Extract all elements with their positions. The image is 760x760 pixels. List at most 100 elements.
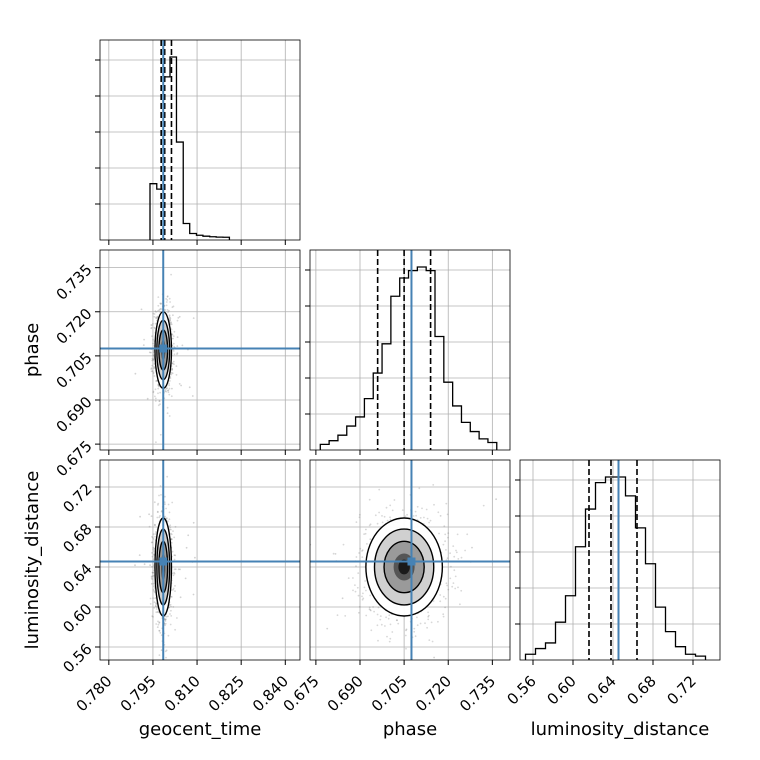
panel-luminosity_distance-vs-luminosity_distance: 0.56 0.60 0.64 0.68 0.72: [503, 459, 721, 708]
scatter-point: [176, 345, 179, 347]
x-tick-label: 0.705: [368, 672, 411, 715]
scatter-point: [168, 382, 170, 385]
scatter-point: [171, 538, 173, 541]
scatter-point: [157, 623, 160, 626]
x-tick-label: 0.810: [161, 672, 204, 715]
scatter-point: [172, 314, 174, 317]
scatter-point: [444, 533, 447, 536]
scatter-point: [438, 532, 440, 535]
grid-lines: [100, 250, 300, 450]
scatter-point: [151, 555, 154, 558]
scatter-point: [428, 639, 431, 641]
scatter-point: [166, 406, 169, 409]
scatter-point: [427, 615, 430, 618]
scatter-point: [140, 308, 143, 311]
scatter-point: [364, 532, 367, 535]
scatter-point: [357, 594, 360, 597]
scatter-point: [146, 397, 149, 400]
scatter-point: [154, 397, 157, 400]
scatter-point: [149, 597, 152, 600]
scatter-point: [355, 565, 357, 568]
scatter-point: [159, 391, 162, 394]
scatter-point: [170, 609, 172, 612]
scatter-point: [152, 342, 154, 345]
scatter-point: [443, 525, 446, 528]
truth-marker: [407, 557, 416, 566]
scatter-point: [156, 315, 159, 318]
scatter-point: [154, 605, 157, 608]
y-tick-label: 0.720: [53, 305, 96, 348]
scatter-point: [172, 342, 175, 345]
scatter-point: [154, 597, 157, 600]
scatter-point: [170, 615, 173, 617]
scatter-point: [342, 543, 345, 546]
scatter-point: [452, 545, 455, 547]
scatter-point: [373, 610, 375, 613]
scatter-point: [168, 393, 171, 396]
y-tick-label: 0.690: [53, 393, 96, 436]
scatter-point: [152, 546, 155, 549]
scatter-point: [150, 351, 152, 354]
scatter-point: [454, 575, 457, 578]
x-tick-label: 0.60: [543, 672, 579, 708]
y-tick-label: 0.705: [53, 349, 96, 392]
scatter-point: [176, 319, 179, 322]
scatter-point: [166, 389, 169, 392]
scatter-point: [151, 535, 153, 538]
scatter-point: [282, 576, 284, 578]
x-tick-label: 0.690: [324, 672, 367, 715]
scatter-point: [416, 616, 418, 619]
scatter-point: [442, 543, 445, 546]
scatter-point: [159, 303, 162, 305]
scatter-point: [368, 606, 371, 609]
scatter-point: [155, 602, 157, 604]
scatter-point: [358, 606, 361, 608]
scatter-point: [167, 615, 169, 618]
scatter-point: [154, 605, 157, 607]
scatter-point: [171, 572, 174, 575]
scatter-point: [159, 515, 161, 517]
scatter-point: [158, 630, 161, 632]
scatter-point: [169, 316, 171, 319]
scatter-point: [459, 603, 461, 606]
scatter-point: [372, 606, 374, 608]
x-tick-label: 0.795: [117, 672, 160, 715]
x-tick-label: 0.780: [73, 672, 116, 715]
scatter-point: [171, 362, 174, 364]
scatter-point: [157, 384, 160, 387]
scatter-point: [361, 556, 364, 558]
scatter-point: [413, 630, 416, 633]
scatter-point: [151, 364, 154, 367]
scatter-point: [154, 388, 157, 391]
scatter-point: [445, 582, 448, 585]
scatter-point: [156, 510, 159, 513]
scatter-point: [405, 628, 408, 631]
scatter-point: [171, 372, 174, 375]
scatter-point: [423, 516, 425, 519]
scatter-point: [447, 532, 450, 534]
scatter-point: [171, 368, 173, 370]
scatter-point: [157, 502, 160, 505]
scatter-point: [152, 358, 155, 360]
scatter-point: [159, 308, 161, 311]
scatter-point: [165, 298, 168, 300]
scatter-point: [363, 533, 365, 535]
scatter-point: [138, 554, 141, 556]
y-tick-label: 0.72: [59, 480, 95, 516]
scatter-point: [393, 499, 396, 501]
scatter-point: [152, 538, 155, 540]
scatter-point: [380, 623, 383, 626]
scatter-point: [336, 614, 339, 617]
scatter-point: [172, 587, 175, 590]
scatter-point: [385, 616, 387, 619]
scatter-point: [381, 515, 383, 517]
scatter-point: [169, 613, 171, 615]
x-axis-title: phase: [383, 719, 437, 740]
scatter-point: [383, 515, 386, 518]
scatter-point: [546, 514, 548, 516]
scatter-point: [157, 310, 159, 312]
scatter-point: [152, 571, 155, 574]
scatter-point: [167, 311, 170, 313]
scatter-point: [154, 533, 157, 535]
scatter-point: [150, 575, 153, 578]
